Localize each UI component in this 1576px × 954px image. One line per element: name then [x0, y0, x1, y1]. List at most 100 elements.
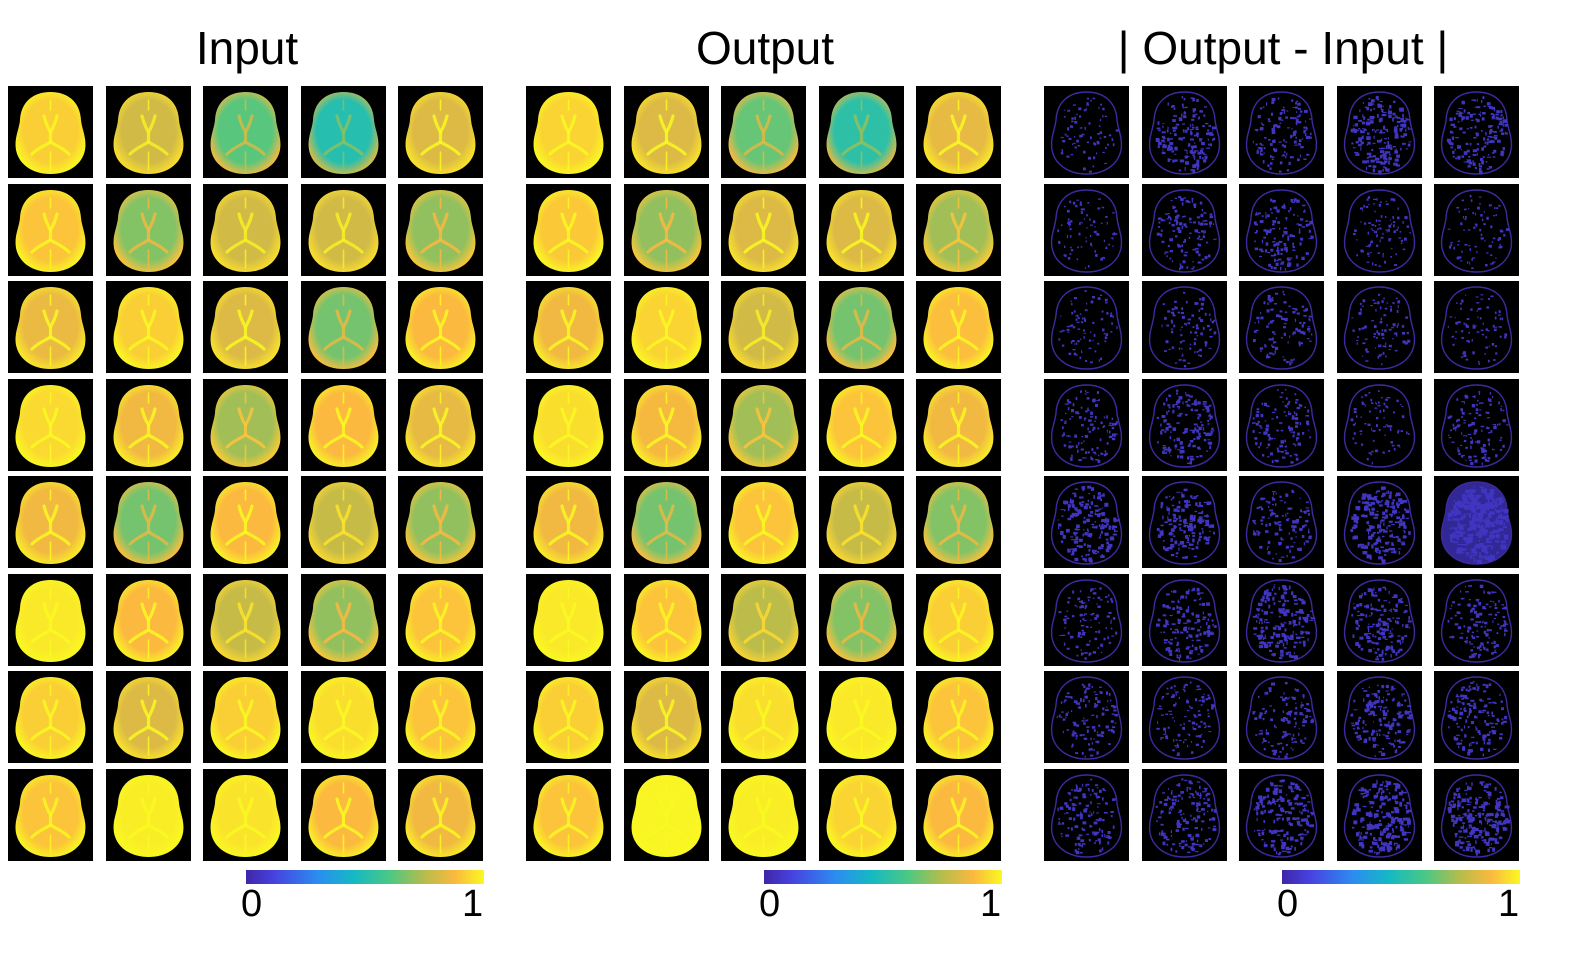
difference-tile [1141, 573, 1227, 666]
brain-outline [1343, 188, 1415, 273]
input-tile [8, 573, 93, 666]
input-tile [300, 671, 386, 763]
brain-outline [1440, 383, 1513, 468]
output-tile [916, 378, 1001, 471]
difference-tile [1141, 281, 1227, 373]
input-tile [105, 573, 191, 666]
input-tile [203, 281, 288, 373]
input-tile [300, 281, 386, 373]
output-tile [818, 671, 904, 763]
difference-tile [1239, 281, 1324, 373]
brain-outline [1148, 676, 1220, 760]
output-tile [721, 183, 806, 276]
input-tile [203, 183, 288, 276]
brain-outline [1440, 578, 1513, 663]
brain-outline [1148, 481, 1220, 565]
output-tile [916, 476, 1001, 568]
input-tile [300, 768, 386, 861]
input-tile [8, 281, 93, 373]
difference-tile [1434, 86, 1519, 178]
output-tile [916, 183, 1001, 276]
output-tile [818, 768, 904, 861]
difference-tile [1239, 671, 1324, 763]
brain-outline [1148, 286, 1220, 370]
output-tile [721, 378, 806, 471]
difference-tile [1434, 183, 1519, 276]
difference-tile [1336, 378, 1422, 471]
brain-outline [1343, 676, 1415, 760]
input-panel: Input 0 1 [8, 0, 486, 954]
input-tile [203, 476, 288, 568]
output-tile [721, 476, 806, 568]
brain-outline [1050, 773, 1123, 858]
output-tile [916, 671, 1001, 763]
input-tile [398, 476, 483, 568]
output-tile [526, 573, 611, 666]
difference-tile [1044, 281, 1129, 373]
difference-colorbar [1282, 870, 1520, 884]
difference-tile [1141, 86, 1227, 178]
difference-tile [1239, 573, 1324, 666]
difference-tile [1239, 476, 1324, 568]
difference-tile [1239, 183, 1324, 276]
output-tile [526, 281, 611, 373]
brain-outline [1245, 578, 1318, 663]
brain-outline [1148, 188, 1220, 273]
input-colorbar-min-label: 0 [241, 883, 263, 925]
brain-outline [1050, 676, 1123, 760]
input-colorbar [246, 870, 484, 884]
panel-title-output: Output [695, 22, 835, 74]
input-tile [300, 573, 386, 666]
brain-outline [1148, 91, 1220, 175]
output-tile [818, 281, 904, 373]
brain-outline [1440, 773, 1513, 858]
output-tile [818, 573, 904, 666]
brain-outline [1343, 481, 1415, 565]
output-tile [526, 86, 611, 178]
brain-outline [1050, 91, 1123, 175]
output-tile [721, 768, 806, 861]
output-colorbar-max-label: 1 [980, 883, 1002, 925]
brain-outline [1148, 383, 1220, 468]
input-tile [203, 671, 288, 763]
input-tile [300, 183, 386, 276]
brain-outline [1050, 578, 1123, 663]
input-tile [105, 183, 191, 276]
input-tile [203, 768, 288, 861]
difference-tile [1044, 671, 1129, 763]
input-tile [398, 86, 483, 178]
difference-tile [1141, 183, 1227, 276]
brain-outline [1245, 91, 1318, 175]
difference-tile [1434, 768, 1519, 861]
brain-outline [1343, 773, 1415, 858]
panel-title-difference: | Output - Input | [1117, 22, 1449, 74]
input-tile [398, 768, 483, 861]
difference-tile [1044, 86, 1129, 178]
difference-panel: | Output - Input | 0 1 [1044, 0, 1522, 954]
brain-outline [1245, 383, 1318, 468]
difference-tile [1044, 183, 1129, 276]
difference-tile [1044, 476, 1129, 568]
brain-outline [1245, 286, 1318, 370]
input-tile [398, 378, 483, 471]
brain-outline [1245, 188, 1318, 273]
input-tile [203, 378, 288, 471]
brain-outline [1050, 188, 1123, 273]
output-tile [721, 573, 806, 666]
difference-tile [1239, 86, 1324, 178]
difference-tile [1336, 573, 1422, 666]
difference-tile [1044, 768, 1129, 861]
input-tile [300, 86, 386, 178]
output-tile [623, 768, 709, 861]
brain-outline [1148, 773, 1220, 858]
difference-tile [1434, 378, 1519, 471]
input-tile [398, 573, 483, 666]
input-tile [105, 768, 191, 861]
difference-tile [1239, 768, 1324, 861]
difference-colorbar-max-label: 1 [1498, 883, 1520, 925]
input-tile [203, 86, 288, 178]
input-tile [203, 573, 288, 666]
input-tile [105, 281, 191, 373]
input-tile [8, 378, 93, 471]
difference-tile [1336, 671, 1422, 763]
